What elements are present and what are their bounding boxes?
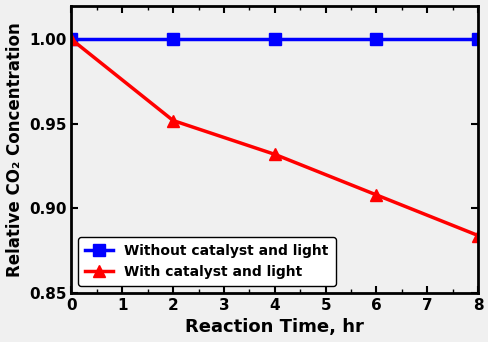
Line: With catalyst and light: With catalyst and light (66, 34, 483, 241)
Legend: Without catalyst and light, With catalyst and light: Without catalyst and light, With catalys… (78, 237, 335, 286)
Without catalyst and light (170, 37, 176, 41)
With catalyst and light (68, 37, 74, 41)
Without catalyst and light (474, 37, 480, 41)
With catalyst and light (170, 118, 176, 122)
With catalyst and light (474, 234, 480, 238)
With catalyst and light (373, 193, 379, 197)
Without catalyst and light (373, 37, 379, 41)
X-axis label: Reaction Time, hr: Reaction Time, hr (185, 318, 364, 337)
Line: Without catalyst and light: Without catalyst and light (66, 34, 483, 45)
Without catalyst and light (68, 37, 74, 41)
With catalyst and light (271, 152, 277, 156)
Y-axis label: Relative CO₂ Concentration: Relative CO₂ Concentration (5, 22, 23, 277)
Without catalyst and light (271, 37, 277, 41)
